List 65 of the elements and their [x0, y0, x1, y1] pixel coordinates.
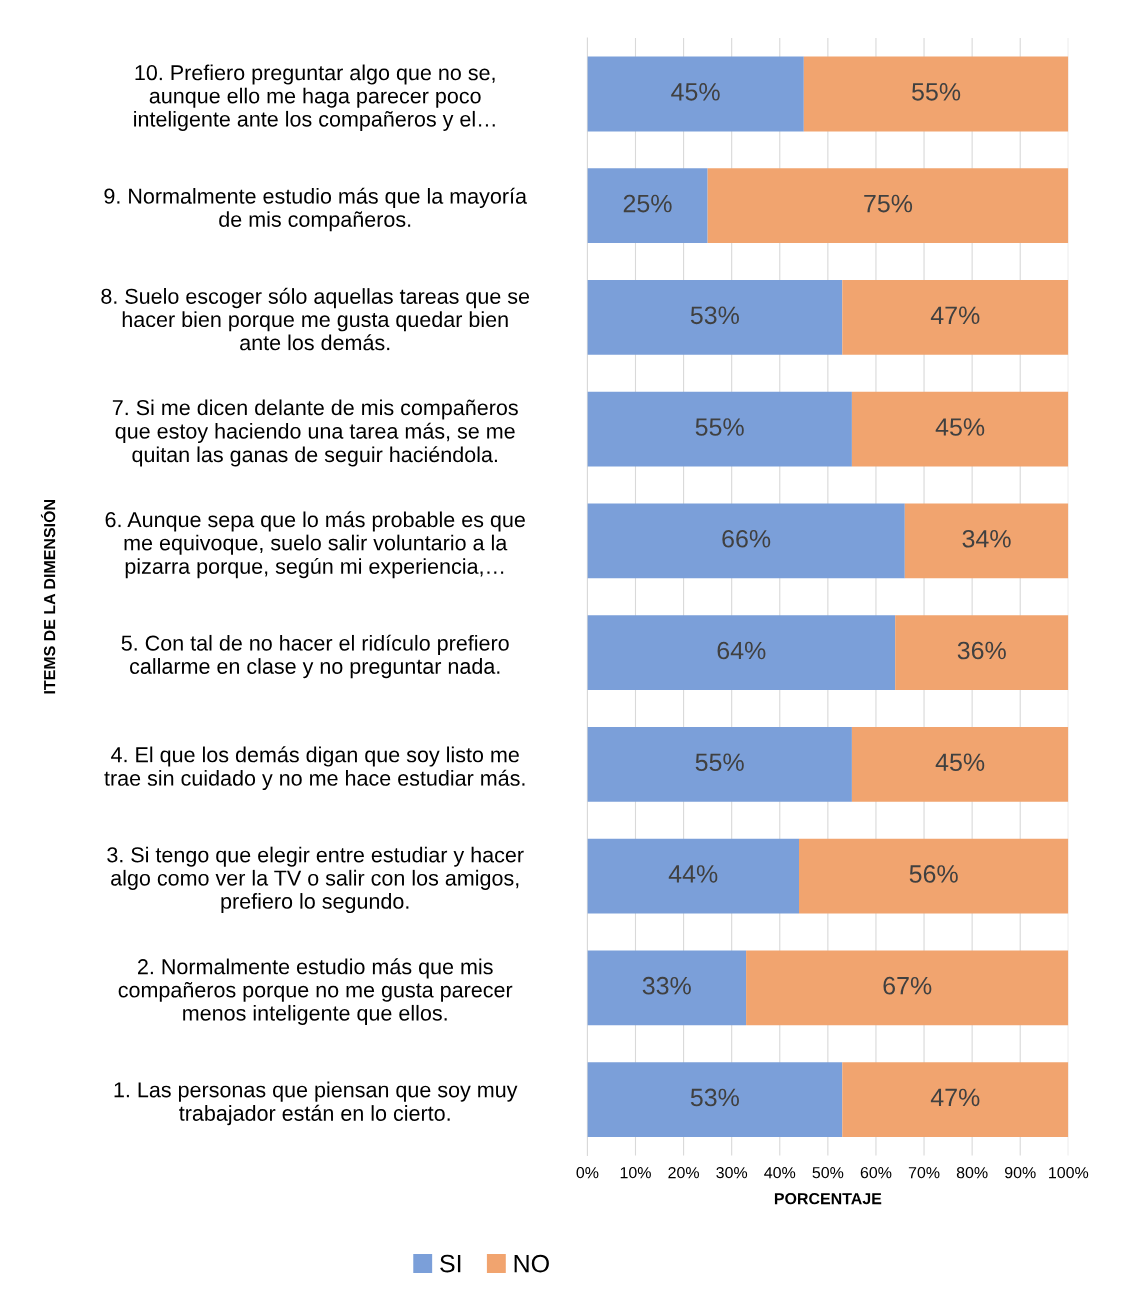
bar — [851, 726, 1069, 802]
data-label: 66% — [722, 529, 771, 548]
x-tick-label: 100% — [1049, 1166, 1089, 1179]
bar — [587, 168, 708, 244]
data-label: 56% — [909, 865, 958, 883]
data-label: 53% — [690, 306, 739, 325]
data-label: 55% — [912, 83, 961, 101]
bar — [707, 168, 1069, 244]
bar — [904, 503, 1069, 579]
bar — [842, 1062, 1069, 1137]
x-tick-label: 70% — [908, 1166, 940, 1179]
bar — [746, 950, 1069, 1026]
y-tick-label: 2. Normalmente estudio más que mis compañeros porque no me gusta parecer menos inteligente que ellos. — [118, 958, 513, 1025]
y-tick-label: 5. Con tal de no hacer el ridículo prefiero callarme en clase y no preguntar nada. — [121, 634, 509, 679]
data-label: 45% — [671, 83, 720, 101]
bar — [799, 838, 1069, 914]
bar — [851, 391, 1069, 467]
x-tick-label: 40% — [764, 1166, 796, 1179]
legend-label: NO — [514, 1254, 549, 1273]
data-label: 33% — [642, 976, 691, 995]
bar — [842, 279, 1069, 355]
data-label: 55% — [695, 753, 744, 772]
y-tick-label: 8. Suelo escoger sólo aquellas tareas que se hacer bien porque me gusta quedar bien ante los demás. — [101, 287, 530, 351]
x-tick-label: 80% — [956, 1166, 988, 1179]
bar — [587, 726, 852, 802]
data-label: 64% — [717, 641, 766, 660]
data-label: 44% — [668, 865, 718, 883]
bar — [895, 615, 1069, 691]
bar — [587, 56, 804, 132]
y-tick-label: 7. Si me dicen delante de mis compañeros que estoy haciendo una tarea más, se me quitan las ganas de seguir haciéndola. — [112, 399, 518, 467]
y-tick-label: 6. Aunque sepa que lo más probable es que me equivoque, suelo salir voluntario a la pizarra porque, según mi experiencia,… — [105, 511, 525, 579]
bar — [587, 503, 905, 579]
x-tick-label: 90% — [1004, 1166, 1036, 1179]
x-tick-label: 20% — [668, 1166, 699, 1179]
bar — [587, 391, 852, 467]
y-tick-label: 4. El que los demás digan que soy listo me trae sin cuidado y no me hace estudiar más. — [104, 746, 525, 791]
x-tick-label: 60% — [860, 1166, 892, 1179]
bar — [587, 1062, 843, 1137]
data-label: 25% — [623, 194, 672, 213]
data-label: 47% — [930, 306, 980, 325]
bar — [587, 950, 747, 1026]
data-label: 45% — [935, 418, 985, 436]
y-tick-label: 9. Normalmente estudio más que la mayoría de mis compañeros. — [104, 187, 527, 232]
x-tick-label: 30% — [716, 1166, 748, 1179]
x-tick-label: 10% — [620, 1166, 651, 1179]
bar — [587, 279, 843, 355]
x-tick-label: 0% — [576, 1166, 599, 1179]
data-label: 67% — [883, 976, 932, 995]
data-label: 36% — [957, 641, 1006, 660]
data-label: 55% — [695, 418, 744, 436]
bar — [587, 838, 799, 914]
y-tick-label: 3. Si tengo que elegir entre estudiar y hacer algo como ver la TV o salir con los amigos, prefiero lo segundo. — [107, 846, 524, 914]
x-axis-title: PORCENTAJE — [774, 1192, 882, 1205]
bar — [803, 56, 1069, 132]
y-tick-label: 1. Las personas que piensan que soy muy trabajador están en lo cierto. — [114, 1081, 518, 1126]
data-label: 45% — [935, 753, 985, 772]
x-tick-label: 50% — [812, 1166, 844, 1179]
legend-label: SI — [440, 1254, 461, 1273]
y-axis-title: ITEMS DE LA DIMENSIÓN — [40, 500, 56, 694]
data-label: 75% — [864, 194, 913, 213]
bar — [587, 615, 896, 691]
data-label: 34% — [962, 529, 1011, 548]
y-tick-label: 10. Prefiero preguntar algo que no se, aunque ello me haga parecer poco inteligente ante los compañeros y el… — [134, 64, 495, 131]
data-label: 53% — [690, 1088, 739, 1107]
data-label: 47% — [930, 1088, 980, 1107]
